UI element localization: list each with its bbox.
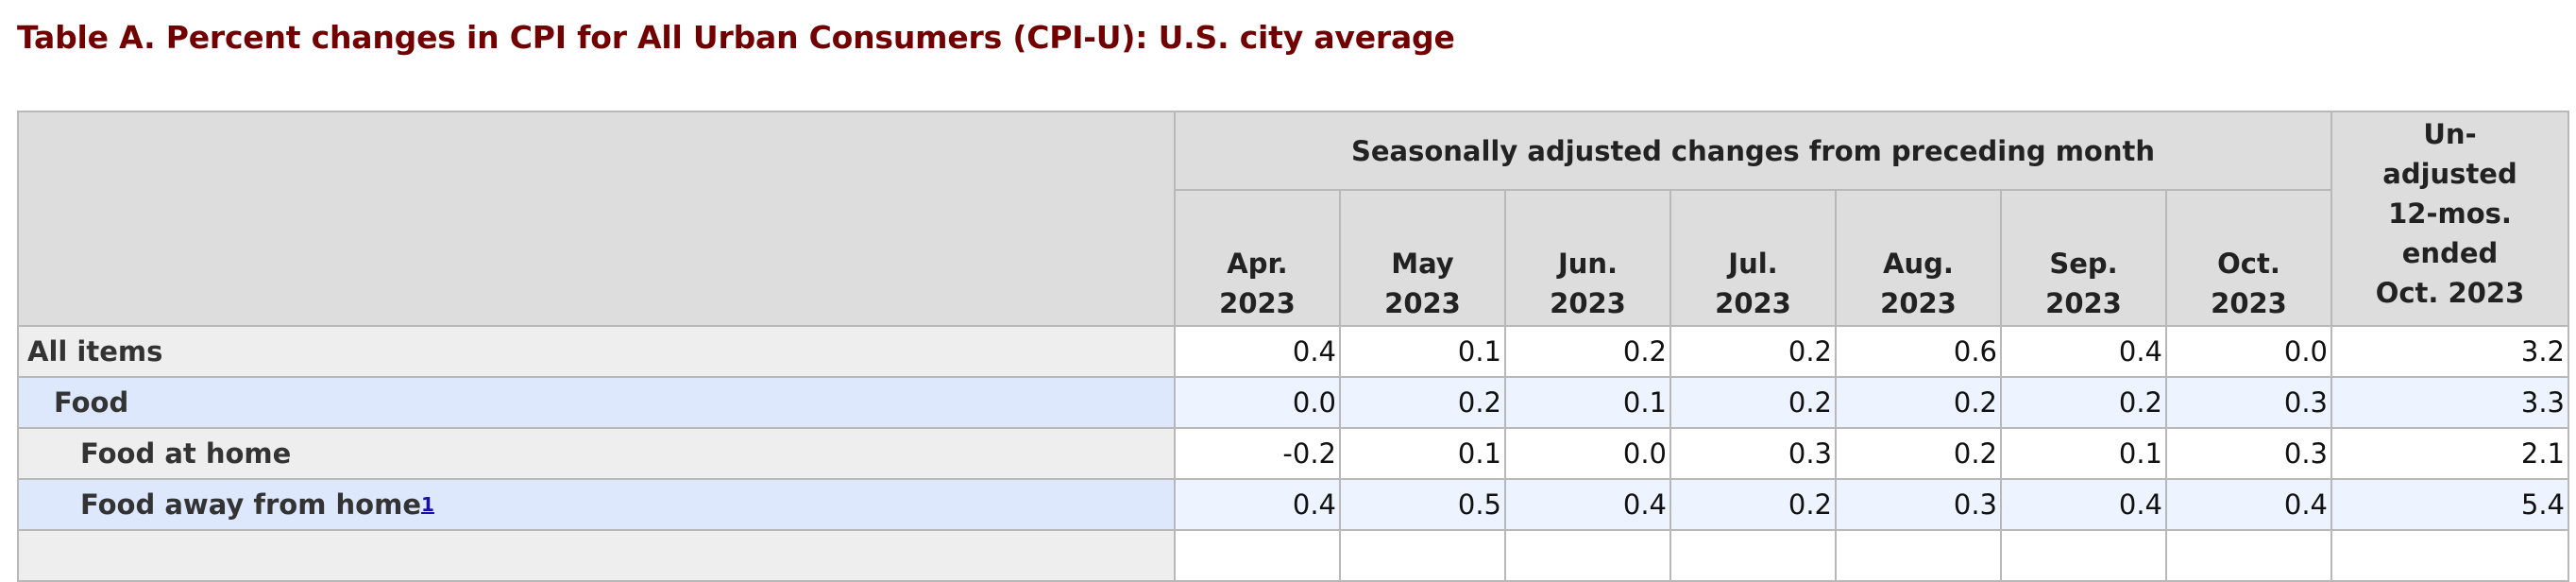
month-header: Apr. 2023: [1174, 189, 1341, 327]
month-name: May: [1391, 248, 1454, 280]
table-cell: 0.3: [1835, 478, 2002, 531]
unadjusted-line: adjusted: [2382, 158, 2517, 190]
unadjusted-line: Un-: [2423, 118, 2477, 150]
month-year: 2023: [2045, 287, 2122, 319]
table-cell: 0.1: [1339, 325, 1506, 378]
table-cell: 0.4: [2000, 478, 2167, 531]
month-header: May 2023: [1339, 189, 1506, 327]
seasonally-adjusted-header: Seasonally adjusted changes from precedi…: [1174, 111, 2332, 191]
table-cell: 0.3: [2165, 376, 2332, 429]
unadjusted-line: ended: [2401, 237, 2499, 269]
table-row-partial: [17, 529, 2569, 582]
table-cell: 0.2: [1835, 427, 2002, 480]
month-name: Jun.: [1557, 248, 1618, 280]
cpi-table: Seasonally adjusted changes from precedi…: [17, 111, 2569, 582]
table-row: Food away from home1 0.4 0.5 0.4 0.2 0.3…: [17, 478, 2569, 531]
table-cell: [1669, 529, 1837, 582]
table-cell: 0.1: [1339, 427, 1506, 480]
table-row: Food 0.0 0.2 0.1 0.2 0.2 0.2 0.3 3.3: [17, 376, 2569, 429]
table-cell: 0.2: [1669, 478, 1837, 531]
month-name: Aug.: [1883, 248, 1954, 280]
table-cell: 3.3: [2330, 376, 2569, 429]
row-label: Food away from home: [80, 488, 421, 521]
stub-header: [17, 111, 1176, 327]
month-year: 2023: [1715, 287, 1791, 319]
table-cell: 0.4: [1504, 478, 1671, 531]
month-name: Apr.: [1227, 248, 1288, 280]
table-cell: [2330, 529, 2569, 582]
table-cell: -0.2: [1174, 427, 1341, 480]
unadjusted-header: Un- adjusted 12-mos. ended Oct. 2023: [2330, 111, 2569, 327]
table-cell: 0.1: [2000, 427, 2167, 480]
row-label: Food at home: [17, 427, 1176, 480]
table-cell: 0.4: [2000, 325, 2167, 378]
month-name: Sep.: [2049, 248, 2118, 280]
table-cell: 5.4: [2330, 478, 2569, 531]
table-cell: [1504, 529, 1671, 582]
table-cell: 0.2: [2000, 376, 2167, 429]
table-cell: 0.0: [1504, 427, 1671, 480]
table-cell: 0.3: [2165, 427, 2332, 480]
row-label: [17, 529, 1176, 582]
month-year: 2023: [1384, 287, 1461, 319]
unadjusted-line: Oct. 2023: [2375, 277, 2525, 309]
row-label: Food: [17, 376, 1176, 429]
table-cell: 3.2: [2330, 325, 2569, 378]
table-row: All items 0.4 0.1 0.2 0.2 0.6 0.4 0.0 3.…: [17, 325, 2569, 378]
table-cell: 0.1: [1504, 376, 1671, 429]
table-cell: 0.2: [1504, 325, 1671, 378]
month-year: 2023: [1550, 287, 1626, 319]
table-cell: 0.4: [1174, 478, 1341, 531]
table-row: Food at home -0.2 0.1 0.0 0.3 0.2 0.1 0.…: [17, 427, 2569, 480]
month-name: Oct.: [2217, 248, 2280, 280]
table-cell: [2165, 529, 2332, 582]
table-cell: 0.4: [2165, 478, 2332, 531]
table-cell: 0.3: [1669, 427, 1837, 480]
row-label: All items: [17, 325, 1176, 378]
table-cell: 0.2: [1835, 376, 2002, 429]
table-title: Table A. Percent changes in CPI for All …: [17, 19, 1455, 56]
table-cell: 2.1: [2330, 427, 2569, 480]
month-header: Aug. 2023: [1835, 189, 2002, 327]
table-cell: 0.2: [1669, 325, 1837, 378]
table-cell: 0.2: [1669, 376, 1837, 429]
month-header: Oct. 2023: [2165, 189, 2332, 327]
month-header: Jun. 2023: [1504, 189, 1671, 327]
table-cell: [1174, 529, 1341, 582]
table-cell: 0.0: [2165, 325, 2332, 378]
month-year: 2023: [2211, 287, 2287, 319]
month-header: Jul. 2023: [1669, 189, 1837, 327]
month-header: Sep. 2023: [2000, 189, 2167, 327]
table-cell: 0.4: [1174, 325, 1341, 378]
row-label-cell: Food away from home1: [17, 478, 1176, 531]
table-cell: [1339, 529, 1506, 582]
table-cell: [1835, 529, 2002, 582]
table-cell: 0.5: [1339, 478, 1506, 531]
month-year: 2023: [1219, 287, 1296, 319]
unadjusted-line: 12-mos.: [2388, 197, 2512, 230]
table-cell: 0.0: [1174, 376, 1341, 429]
table-cell: 0.2: [1339, 376, 1506, 429]
table-cell: 0.6: [1835, 325, 2002, 378]
month-year: 2023: [1880, 287, 1957, 319]
footnote-link[interactable]: 1: [421, 493, 434, 516]
table-cell: [2000, 529, 2167, 582]
month-name: Jul.: [1728, 248, 1778, 280]
